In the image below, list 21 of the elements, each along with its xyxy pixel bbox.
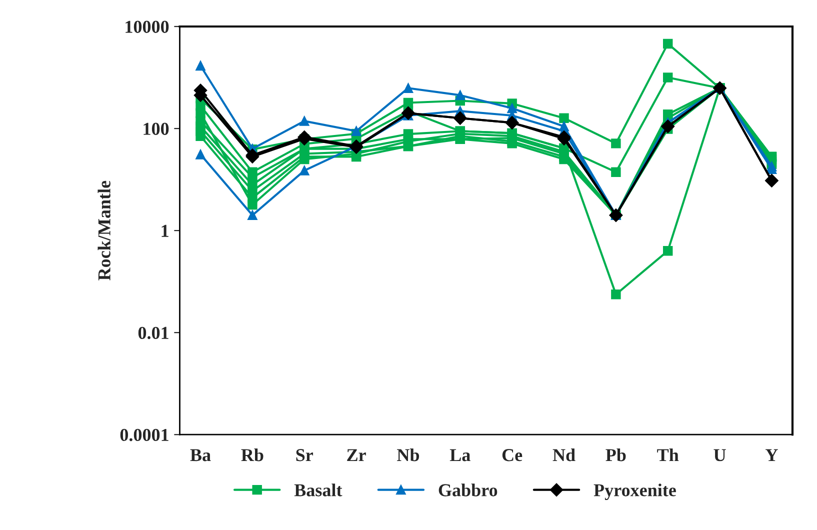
legend-label: Basalt: [294, 484, 342, 496]
x-tick-label: Zr: [347, 449, 366, 462]
y-tick-label: 1: [162, 224, 168, 237]
legend-label: Pyroxenite: [594, 484, 676, 500]
y-axis-title: Rock/Mantle: [98, 180, 110, 280]
y-tick-label: 0.0001: [120, 428, 168, 442]
x-tick-label: U: [714, 449, 726, 462]
y-tick-label: 10000: [126, 20, 169, 33]
x-tick-label: Ce: [502, 449, 522, 462]
x-tick-label: Th: [657, 448, 679, 462]
y-tick-label: 100: [144, 122, 169, 135]
x-tick-label: Ba: [190, 449, 211, 462]
x-tick-label: Pb: [606, 448, 626, 462]
y-tick-label: 0.01: [138, 326, 168, 340]
x-tick-label: La: [450, 449, 470, 462]
x-tick-label: Rb: [241, 448, 264, 462]
x-tick-label: Nb: [397, 448, 420, 462]
x-tick-label: Y: [766, 449, 778, 462]
x-tick-label: Sr: [296, 449, 314, 462]
x-tick-label: Nd: [552, 448, 576, 462]
legend-label: Gabbro: [438, 484, 498, 496]
